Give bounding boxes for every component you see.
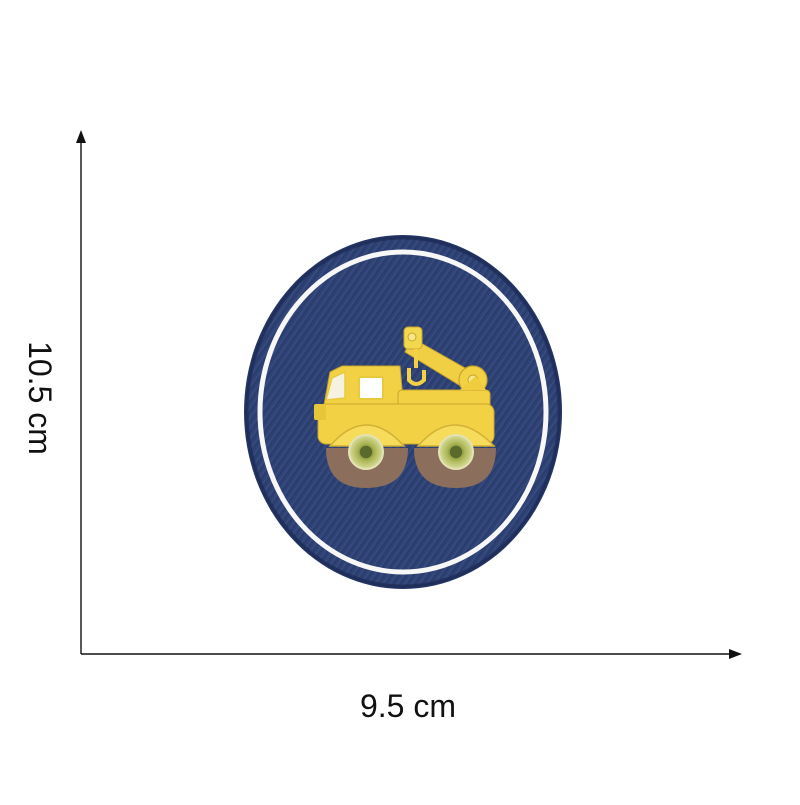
tow-truck-icon xyxy=(314,326,496,488)
height-measurement-label: 10.5 cm xyxy=(22,341,58,455)
arrow-up-icon xyxy=(76,130,86,143)
front-wheel xyxy=(326,434,408,488)
arrow-right-icon xyxy=(729,649,742,659)
width-axis xyxy=(81,649,742,659)
height-axis xyxy=(76,130,86,654)
width-measurement-label: 9.5 cm xyxy=(359,688,457,724)
rear-wheel xyxy=(414,434,496,488)
